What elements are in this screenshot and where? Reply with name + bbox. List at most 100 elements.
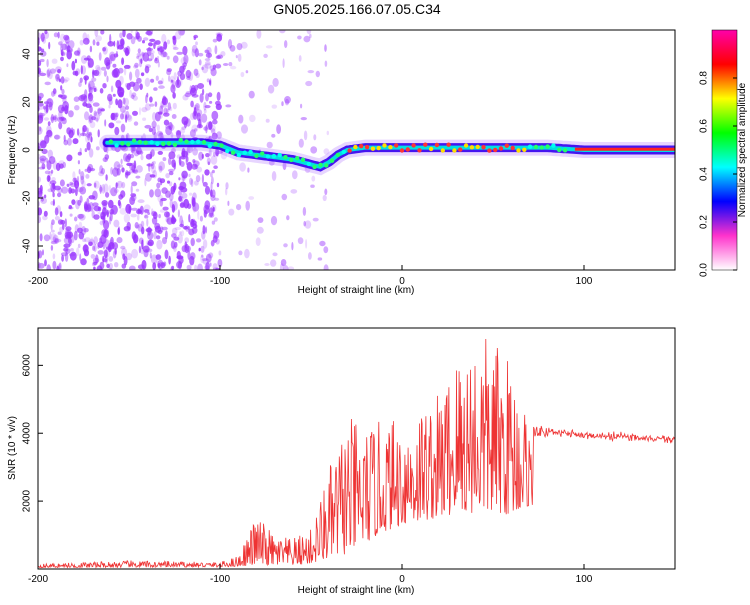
noise-speckle [308,252,312,260]
snr-line [38,338,675,569]
noise-speckle [74,224,79,234]
noise-speckle [79,39,84,46]
noise-speckle [141,239,144,250]
noise-speckle [265,45,273,49]
noise-speckle [88,116,91,124]
noise-speckle [38,59,42,67]
noise-speckle [52,260,57,270]
noise-speckle [272,77,279,87]
noise-speckle [123,97,129,107]
noise-speckle [158,132,164,140]
noise-speckle [281,101,284,107]
noise-speckle [61,52,66,56]
noise-speckle [105,174,108,181]
noise-speckle [77,213,84,219]
noise-speckle [129,153,135,159]
noise-speckle [79,77,83,83]
noise-speckle [61,186,69,194]
noise-speckle [102,258,108,263]
noise-speckle [156,56,160,59]
noise-speckle [145,30,153,36]
noise-speckle [270,215,278,226]
spectrogram-marks [38,30,675,270]
noise-speckle [67,137,72,146]
noise-speckle [42,36,47,44]
noise-speckle [106,263,110,269]
noise-speckle [153,231,157,240]
noise-speckle [100,211,105,220]
noise-speckle [102,218,105,225]
noise-speckle [60,51,66,57]
noise-speckle [302,206,307,216]
noise-speckle [126,162,133,167]
noise-speckle [58,110,63,120]
noise-speckle [210,239,215,247]
noise-speckle [178,30,186,36]
noise-speckle [191,94,199,98]
noise-speckle [191,84,196,94]
noise-speckle [93,236,98,245]
noise-speckle [104,154,110,160]
y-tick-label: 4000 [22,422,33,445]
ridge-blob [498,146,504,151]
noise-speckle [108,96,113,102]
noise-speckle [148,42,153,47]
noise-speckle [110,187,118,197]
noise-speckle [79,253,82,261]
noise-speckle [51,229,55,233]
noise-speckle [100,66,107,71]
noise-speckle [39,155,47,162]
noise-speckle [319,240,326,247]
noise-speckle [38,261,41,270]
noise-speckle [58,160,65,165]
noise-speckle [200,245,205,253]
noise-speckle [46,69,50,78]
noise-speckle [134,222,139,229]
noise-speckle [118,39,125,47]
noise-speckle [64,218,68,228]
noise-speckle [137,48,141,54]
noise-speckle [42,249,44,256]
noise-speckle [172,43,177,49]
noise-speckle [40,158,46,164]
noise-speckle [228,208,235,216]
ridge-blob [551,143,556,148]
noise-speckle [187,226,191,231]
noise-speckle [281,193,288,201]
x-tick-label: -100 [210,276,230,287]
noise-speckle [84,168,88,172]
noise-speckle [217,54,223,59]
noise-speckle [176,154,181,159]
noise-speckle [197,83,205,89]
noise-speckle [166,55,170,60]
noise-speckle [84,111,90,121]
noise-speckle [247,167,250,173]
noise-speckle [131,181,138,187]
noise-speckle [71,127,74,133]
noise-speckle [80,258,87,266]
noise-speckle [79,195,83,203]
noise-speckle [51,58,58,64]
noise-speckle [195,175,201,182]
noise-speckle [38,96,42,102]
ridge-blob [207,143,212,149]
noise-speckle [57,31,60,39]
noise-speckle [74,105,80,111]
noise-speckle [201,66,204,71]
noise-speckle [193,104,199,110]
noise-speckle [181,245,187,253]
noise-speckle [145,172,152,182]
noise-speckle [207,161,210,165]
noise-speckle [43,234,51,242]
noise-speckle [284,96,291,104]
noise-speckle [149,189,154,198]
noise-speckle [291,242,294,251]
noise-speckle [101,183,106,194]
noise-speckle [162,51,168,58]
noise-speckle [95,146,100,151]
noise-speckle [208,148,213,157]
noise-speckle [98,237,102,243]
noise-speckle [99,261,105,270]
snr-y-axis-label: SNR (10 * v/v) [7,416,18,480]
noise-speckle [322,194,327,202]
